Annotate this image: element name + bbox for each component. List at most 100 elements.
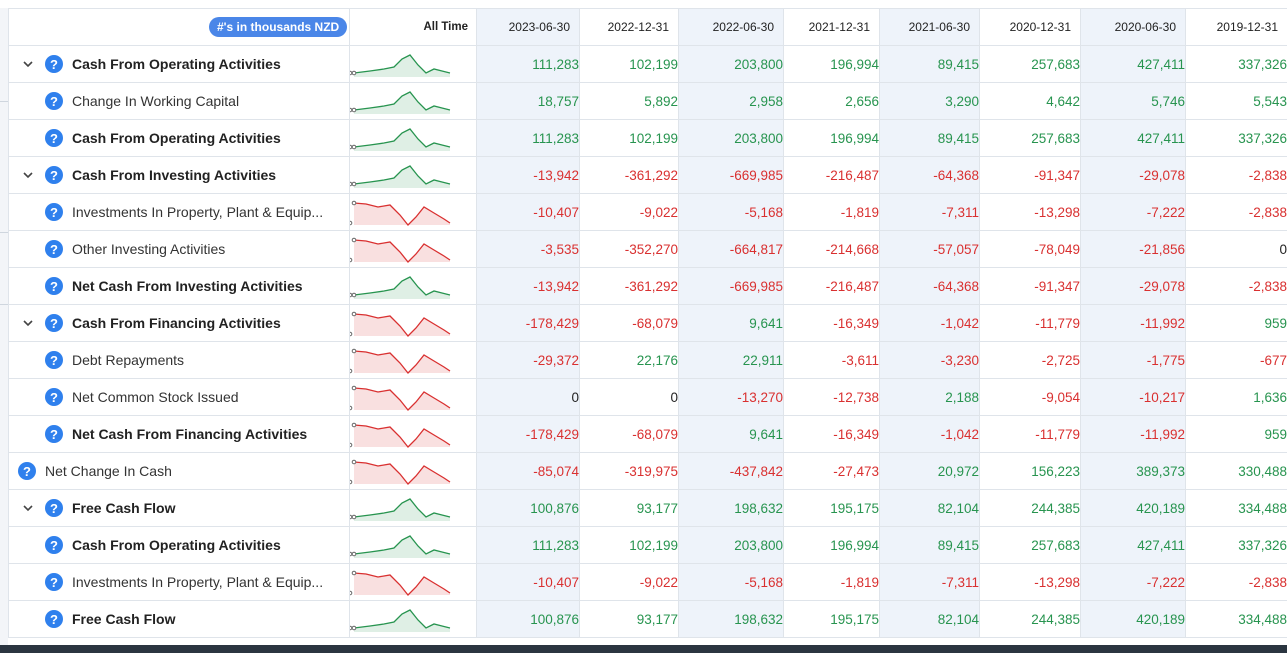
value-cell: -5,168 xyxy=(678,563,784,601)
help-icon[interactable]: ? xyxy=(18,462,36,480)
help-icon[interactable]: ? xyxy=(45,314,63,332)
value-cell: 93,177 xyxy=(579,489,679,527)
date-header-2019-12-31[interactable]: 2019-12-31 xyxy=(1185,8,1287,46)
value-cell: 102,199 xyxy=(579,45,679,83)
table-row[interactable]: ? Cash From Operating Activities 111,283 10… xyxy=(8,526,1287,564)
date-header-2020-06-30[interactable]: 2020-06-30 xyxy=(1080,8,1186,46)
value-cell: -352,270 xyxy=(579,230,679,268)
value-cell: 82,104 xyxy=(879,600,980,638)
date-header-2022-06-30[interactable]: 2022-06-30 xyxy=(678,8,784,46)
value-cell: -3,611 xyxy=(783,341,880,379)
row-label[interactable]: Free Cash Flow xyxy=(72,611,176,627)
row-label[interactable]: Net Change In Cash xyxy=(45,463,172,479)
chevron-down-icon[interactable] xyxy=(21,168,35,182)
row-label[interactable]: Cash From Operating Activities xyxy=(72,537,281,553)
value-cell: -1,775 xyxy=(1080,341,1186,379)
value-cell: 156,223 xyxy=(979,452,1081,490)
row-label[interactable]: Net Common Stock Issued xyxy=(72,389,239,405)
value-cell: -9,022 xyxy=(579,193,679,231)
help-icon[interactable]: ? xyxy=(45,425,63,443)
row-label[interactable]: Net Cash From Investing Activities xyxy=(72,278,303,294)
value-cell: 959 xyxy=(1185,304,1287,342)
table-row[interactable]: ? Debt Repayments -29,372 22,176 22,911 -3,61… xyxy=(8,341,1287,379)
row-label[interactable]: Investments In Property, Plant & Equip..… xyxy=(72,574,324,590)
value-cell: 9,641 xyxy=(678,304,784,342)
value-cell: -91,347 xyxy=(979,267,1081,305)
row-label[interactable]: Cash From Financing Activities xyxy=(72,315,281,331)
value-cell: -13,942 xyxy=(476,267,580,305)
value-cell: -57,057 xyxy=(879,230,980,268)
table-row[interactable]: ? Free Cash Flow 100,876 93,177 198,632 195,1… xyxy=(8,489,1287,527)
date-header-2020-12-31[interactable]: 2020-12-31 xyxy=(979,8,1081,46)
table-row[interactable]: ? Free Cash Flow 100,876 93,177 198,632 195,1… xyxy=(8,600,1287,638)
sparkline-cell xyxy=(349,526,477,564)
date-header-2021-12-31[interactable]: 2021-12-31 xyxy=(783,8,880,46)
date-header-2022-12-31[interactable]: 2022-12-31 xyxy=(579,8,679,46)
value-cell: 102,199 xyxy=(579,526,679,564)
row-label-content: ? Change In Working Capital xyxy=(10,84,349,119)
help-icon[interactable]: ? xyxy=(45,55,63,73)
table-row[interactable]: ? Net Cash From Financing Activities -178,… xyxy=(8,415,1287,453)
value-cell: -664,817 xyxy=(678,230,784,268)
help-icon[interactable]: ? xyxy=(45,129,63,147)
sparkline-cell xyxy=(349,82,477,120)
row-label[interactable]: Cash From Operating Activities xyxy=(72,56,281,72)
table-row[interactable]: ? Investments In Property, Plant & Equip.… xyxy=(8,563,1287,601)
row-label-content: ? Cash From Operating Activities xyxy=(10,121,349,156)
help-icon[interactable]: ? xyxy=(45,499,63,517)
table-row[interactable]: ? Cash From Operating Activities 111,283 10… xyxy=(8,45,1287,83)
sparkline-cell xyxy=(349,230,477,268)
help-icon[interactable]: ? xyxy=(45,203,63,221)
sparkline-start-dot xyxy=(351,570,357,575)
table-row[interactable]: ? Cash From Financing Activities -178,429-… xyxy=(8,304,1287,342)
help-icon[interactable]: ? xyxy=(45,536,63,554)
sparkline-start-dot xyxy=(351,514,357,519)
chevron-down-icon[interactable] xyxy=(21,501,35,515)
help-icon[interactable]: ? xyxy=(45,240,63,258)
row-label[interactable]: Cash From Investing Activities xyxy=(72,167,277,183)
row-label[interactable]: Net Cash From Financing Activities xyxy=(72,426,308,442)
row-label-cell: ? Net Cash From Financing Activities xyxy=(8,415,350,453)
value-cell: -7,222 xyxy=(1080,193,1186,231)
row-label-cell: ? Net Common Stock Issued xyxy=(8,378,350,416)
row-label[interactable]: Debt Repayments xyxy=(72,352,185,368)
help-icon[interactable]: ? xyxy=(45,166,63,184)
sparkline-area xyxy=(354,91,450,114)
row-label[interactable]: Change In Working Capital xyxy=(72,93,240,109)
value-cell: -361,292 xyxy=(579,156,679,194)
row-label[interactable]: Cash From Operating Activities xyxy=(72,130,281,146)
table-row[interactable]: ? Cash From Investing Activities -13,942 -3… xyxy=(8,156,1287,194)
table-row[interactable]: ? Net Change In Cash -85,074 -319,975 -437,8… xyxy=(8,452,1287,490)
help-icon[interactable]: ? xyxy=(45,388,63,406)
value-cell: 203,800 xyxy=(678,119,784,157)
value-cell: 18,757 xyxy=(476,82,580,120)
sparkline-start-dot xyxy=(351,422,357,427)
help-icon[interactable]: ? xyxy=(45,351,63,369)
date-header-2021-06-30[interactable]: 2021-06-30 xyxy=(879,8,980,46)
units-badge[interactable]: #'s in thousands NZD xyxy=(209,17,348,37)
row-label[interactable]: Free Cash Flow xyxy=(72,500,176,516)
value-cell: 111,283 xyxy=(476,526,580,564)
value-cell: -29,078 xyxy=(1080,156,1186,194)
date-header-2023-06-30[interactable]: 2023-06-30 xyxy=(476,8,580,46)
help-icon[interactable]: ? xyxy=(45,277,63,295)
sparkline-end-dot xyxy=(350,551,353,556)
sparkline-end-dot xyxy=(350,107,353,112)
help-icon[interactable]: ? xyxy=(45,92,63,110)
value-cell: 196,994 xyxy=(783,526,880,564)
table-row[interactable]: ? Net Cash From Investing Activities -13,9… xyxy=(8,267,1287,305)
help-icon[interactable]: ? xyxy=(45,573,63,591)
row-label[interactable]: Investments In Property, Plant & Equip..… xyxy=(72,204,324,220)
table-row[interactable]: ? Other Investing Activities -3,535 -352,27… xyxy=(8,230,1287,268)
help-icon[interactable]: ? xyxy=(45,610,63,628)
table-row[interactable]: ? Net Common Stock Issued 0 0 -13,270 -12,738… xyxy=(8,378,1287,416)
table-row[interactable]: ? Change In Working Capital 18,757 5,892 2,9… xyxy=(8,82,1287,120)
table-row[interactable]: ? Investments In Property, Plant & Equip.… xyxy=(8,193,1287,231)
row-label[interactable]: Other Investing Activities xyxy=(72,241,226,257)
all-time-header[interactable]: All Time xyxy=(349,8,477,46)
value-cell: -2,838 xyxy=(1185,193,1287,231)
table-row[interactable]: ? Cash From Operating Activities 111,283 10… xyxy=(8,119,1287,157)
chevron-down-icon[interactable] xyxy=(21,316,35,330)
row-label-cell: ? Free Cash Flow xyxy=(8,489,350,527)
chevron-down-icon[interactable] xyxy=(21,57,35,71)
